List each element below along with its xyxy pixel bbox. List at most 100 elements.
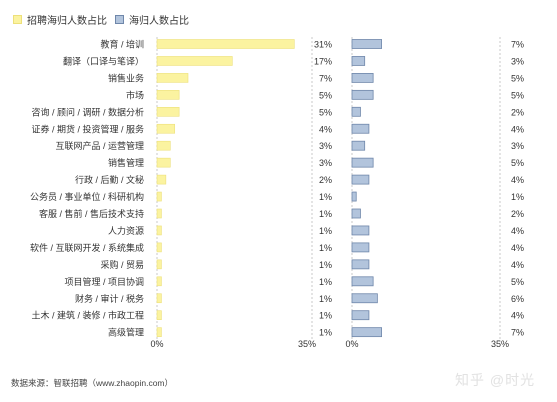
category-label: 公务员 / 事业单位 / 科研机构 xyxy=(30,191,144,202)
data-label-recruit: 1% xyxy=(319,311,332,321)
category-label: 高级管理 xyxy=(108,327,144,338)
category-label: 咨询 / 顾问 / 调研 / 数据分析 xyxy=(31,106,144,117)
data-label-returnee: 5% xyxy=(511,73,524,83)
bar-returnee xyxy=(351,39,383,49)
tick-label-left-max: 35% xyxy=(298,339,316,349)
category-label: 财务 / 审计 / 税务 xyxy=(75,293,144,304)
data-label-returnee: 4% xyxy=(511,260,524,270)
bar-recruit xyxy=(156,140,171,151)
legend-item-recruit: 招聘海归人数占比 xyxy=(13,12,107,27)
data-label-recruit: 1% xyxy=(319,294,332,304)
bar-recruit xyxy=(156,39,295,49)
data-label-returnee: 5% xyxy=(511,277,524,287)
legend: 招聘海归人数占比 海归人数占比 xyxy=(0,0,557,30)
bar-returnee xyxy=(351,276,374,287)
bar-returnee xyxy=(351,242,370,253)
category-label: 行政 / 后勤 / 文秘 xyxy=(75,174,144,185)
bar-returnee xyxy=(351,89,374,100)
bar-recruit xyxy=(156,242,162,253)
bar-recruit xyxy=(156,56,233,66)
data-label-returnee: 7% xyxy=(511,328,524,338)
legend-item-returnee: 海归人数占比 xyxy=(115,12,189,27)
data-label-returnee: 4% xyxy=(511,124,524,134)
bar-returnee xyxy=(351,310,370,321)
bar-recruit xyxy=(156,327,162,337)
bar-returnee xyxy=(351,191,357,202)
bar-recruit xyxy=(156,174,167,185)
bar-returnee xyxy=(351,208,361,219)
bar-recruit xyxy=(156,225,162,236)
legend-label-returnee: 海归人数占比 xyxy=(129,15,189,27)
bar-returnee xyxy=(351,174,370,185)
data-label-recruit: 1% xyxy=(319,192,332,202)
category-label: 互联网产品 / 运营管理 xyxy=(55,140,144,151)
data-label-recruit: 17% xyxy=(314,56,332,66)
data-label-returnee: 6% xyxy=(511,294,524,304)
data-label-returnee: 4% xyxy=(511,243,524,253)
data-label-returnee: 4% xyxy=(511,311,524,321)
data-source-note: 数据来源：智联招聘（www.zhaopin.com） xyxy=(11,378,174,388)
category-label: 人力资源 xyxy=(108,225,144,236)
data-label-recruit: 1% xyxy=(319,226,332,236)
bar-recruit xyxy=(156,293,162,304)
category-label: 教育 / 培训 xyxy=(100,39,144,50)
data-label-returnee: 5% xyxy=(511,158,524,168)
category-label: 土木 / 建筑 / 装修 / 市政工程 xyxy=(31,310,144,321)
data-label-recruit: 1% xyxy=(319,328,332,338)
watermark: 知乎 @时光 xyxy=(455,372,536,388)
bar-returnee xyxy=(351,293,378,304)
data-label-returnee: 5% xyxy=(511,90,524,100)
data-label-recruit: 3% xyxy=(319,158,332,168)
bar-returnee xyxy=(351,123,370,134)
data-label-recruit: 3% xyxy=(319,141,332,151)
category-label: 翻译（口译与笔译） xyxy=(63,55,144,66)
data-label-recruit: 4% xyxy=(319,124,332,134)
bar-recruit xyxy=(156,107,180,117)
data-label-recruit: 5% xyxy=(319,107,332,117)
data-label-returnee: 3% xyxy=(511,141,524,151)
category-label: 销售业务 xyxy=(108,72,144,83)
data-label-recruit: 1% xyxy=(319,209,332,219)
data-label-recruit: 7% xyxy=(319,73,332,83)
data-label-recruit: 5% xyxy=(319,90,332,100)
bar-recruit xyxy=(156,157,171,168)
bar-returnee xyxy=(351,157,374,168)
data-label-returnee: 3% xyxy=(511,56,524,66)
category-label: 市场 xyxy=(126,89,144,100)
bar-recruit xyxy=(156,208,162,219)
bar-recruit xyxy=(156,90,180,100)
data-label-returnee: 4% xyxy=(511,226,524,236)
category-label: 软件 / 互联网开发 / 系统集成 xyxy=(30,242,144,253)
bar-returnee xyxy=(351,225,370,236)
data-label-returnee: 2% xyxy=(511,107,524,117)
data-label-recruit: 1% xyxy=(319,243,332,253)
bar-recruit xyxy=(156,259,162,270)
category-label: 销售管理 xyxy=(108,157,144,168)
bar-recruit xyxy=(156,73,189,83)
category-label: 采购 / 贸易 xyxy=(100,259,144,270)
legend-swatch-returnee xyxy=(115,14,124,24)
bar-returnee xyxy=(351,106,361,117)
category-label: 证券 / 期货 / 投资管理 / 服务 xyxy=(31,123,144,134)
bar-recruit xyxy=(156,276,162,287)
bar-recruit xyxy=(156,123,176,134)
category-label: 客服 / 售前 / 售后技术支持 xyxy=(39,208,144,219)
bar-returnee xyxy=(351,73,374,83)
tick-label-right-max: 35% xyxy=(491,339,509,349)
bar-returnee xyxy=(351,140,366,151)
category-label: 项目管理 / 项目协调 xyxy=(64,276,144,287)
data-label-recruit: 31% xyxy=(314,40,332,50)
tick-label-left-min: 0% xyxy=(150,339,163,349)
data-label-returnee: 4% xyxy=(511,175,524,185)
data-label-returnee: 2% xyxy=(511,209,524,219)
data-label-recruit: 1% xyxy=(319,277,332,287)
legend-swatch-recruit xyxy=(13,14,22,24)
bar-returnee xyxy=(351,56,366,66)
data-label-returnee: 1% xyxy=(511,192,524,202)
data-label-recruit: 2% xyxy=(319,175,332,185)
bar-recruit xyxy=(156,191,162,202)
bar-recruit xyxy=(156,310,162,321)
bar-returnee xyxy=(351,259,370,270)
data-label-returnee: 7% xyxy=(511,40,524,50)
tick-label-right-min: 0% xyxy=(345,339,358,349)
